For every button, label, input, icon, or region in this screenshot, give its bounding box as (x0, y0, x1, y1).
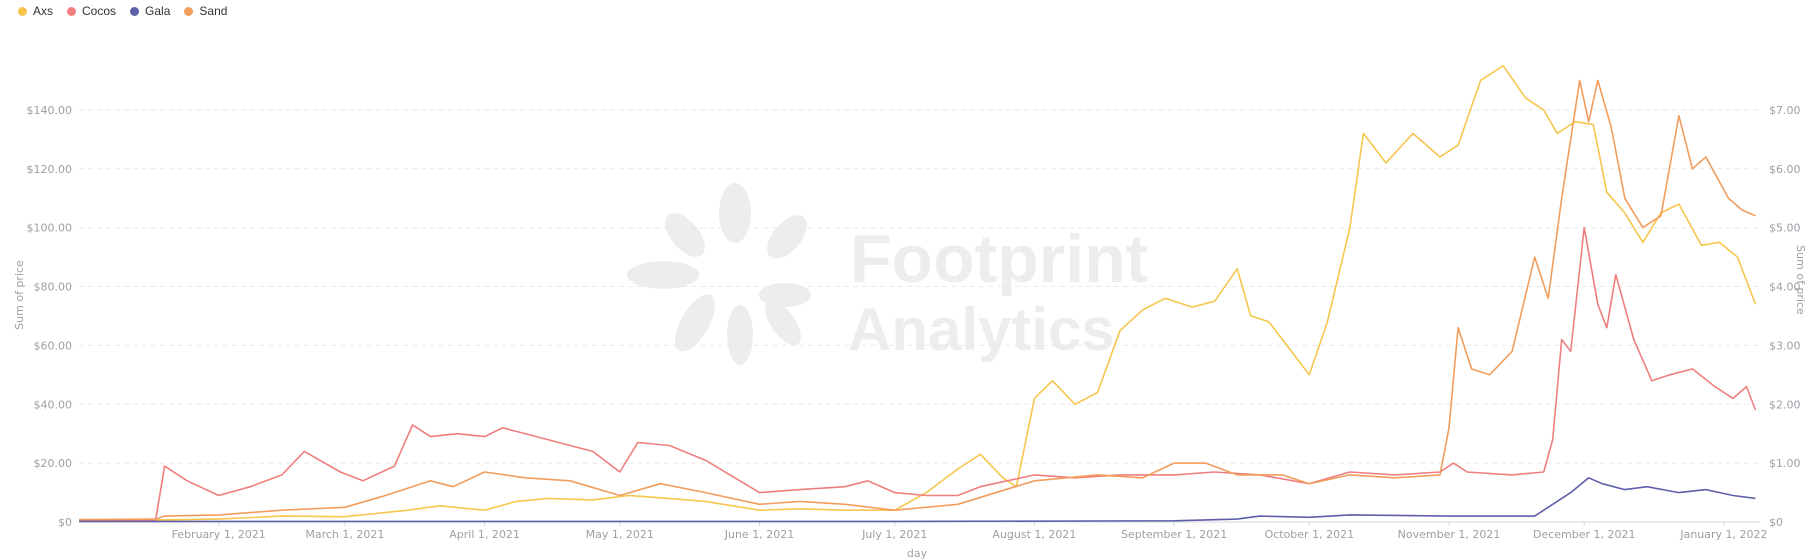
legend-item-gala[interactable]: Gala (130, 4, 170, 18)
right-tick-label: $1.00 (1769, 457, 1801, 470)
series-line-sand[interactable] (78, 79, 1756, 521)
x-axis: February 1, 2021 March 1, 2021 April 1, 20… (79, 521, 1768, 541)
right-tick-label: $3.00 (1769, 339, 1801, 352)
legend-label: Axs (33, 4, 54, 18)
left-axis: $0 $20.00 $40.00 $60.00 $80.00 $100.00 $120.00… (27, 104, 73, 529)
grid-lines (79, 109, 1760, 464)
chart-legend: Axs Cocos Gala Sand (18, 4, 227, 18)
x-tick-label: November 1, 2021 (1398, 528, 1501, 541)
x-tick-label: January 1, 2022 (1679, 528, 1767, 541)
right-axis-title: Sum of price (1794, 245, 1807, 315)
series-line-axs[interactable] (78, 64, 1757, 522)
legend-label: Gala (145, 4, 171, 18)
legend-dot-icon (67, 6, 77, 16)
watermark-line1: Footprint (850, 221, 1148, 297)
watermark-line2: Analytics (848, 296, 1115, 363)
right-tick-label: $6.00 (1769, 163, 1801, 176)
right-tick-label: $0 (1769, 516, 1783, 529)
legend-item-sand[interactable]: Sand (184, 4, 227, 18)
x-tick-label: April 1, 2021 (449, 528, 520, 541)
left-tick-label: $100.00 (27, 222, 73, 235)
series-line-gala[interactable] (79, 476, 1756, 523)
series-line-cocos[interactable] (79, 226, 1757, 522)
x-tick-label: February 1, 2021 (172, 528, 266, 541)
legend-label: Sand (199, 4, 228, 18)
x-tick-label: June 1, 2021 (724, 528, 794, 541)
x-tick-label: May 1, 2021 (586, 528, 654, 541)
x-tick-label: March 1, 2021 (305, 528, 384, 541)
x-tick-label: September 1, 2021 (1121, 528, 1227, 541)
left-tick-label: $140.00 (27, 104, 73, 117)
left-tick-label: $40.00 (34, 398, 73, 411)
x-tick-label: July 1, 2021 (861, 528, 927, 541)
legend-item-cocos[interactable]: Cocos (67, 4, 116, 18)
legend-dot-icon (184, 6, 194, 16)
left-tick-label: $80.00 (34, 281, 73, 294)
footprint-logo-icon (627, 183, 811, 365)
left-tick-label: $0 (58, 516, 72, 529)
right-tick-label: $2.00 (1769, 398, 1801, 411)
left-tick-label: $60.00 (34, 339, 73, 352)
series-lines (78, 64, 1757, 523)
x-tick-label: October 1, 2021 (1265, 528, 1355, 541)
right-tick-label: $4.00 (1769, 281, 1801, 294)
x-tick-label: August 1, 2021 (992, 528, 1076, 541)
x-tick-label: December 1, 2021 (1533, 528, 1636, 541)
right-tick-label: $7.00 (1769, 104, 1801, 117)
left-axis-title: Sum of price (13, 260, 26, 330)
legend-label: Cocos (82, 4, 117, 18)
right-tick-label: $5.00 (1769, 222, 1801, 235)
left-tick-label: $20.00 (34, 457, 73, 470)
x-axis-title: day (907, 547, 928, 559)
left-tick-label: $120.00 (27, 163, 73, 176)
right-axis: $0 $1.00 $2.00 $3.00 $4.00 $5.00 $6.00 $7.00 (1769, 104, 1801, 529)
legend-dot-icon (18, 6, 27, 16)
legend-item-axs[interactable]: Axs (18, 4, 53, 18)
legend-dot-icon (130, 6, 140, 16)
footprint-analytics-watermark: Footprint Analytics (627, 183, 1148, 365)
